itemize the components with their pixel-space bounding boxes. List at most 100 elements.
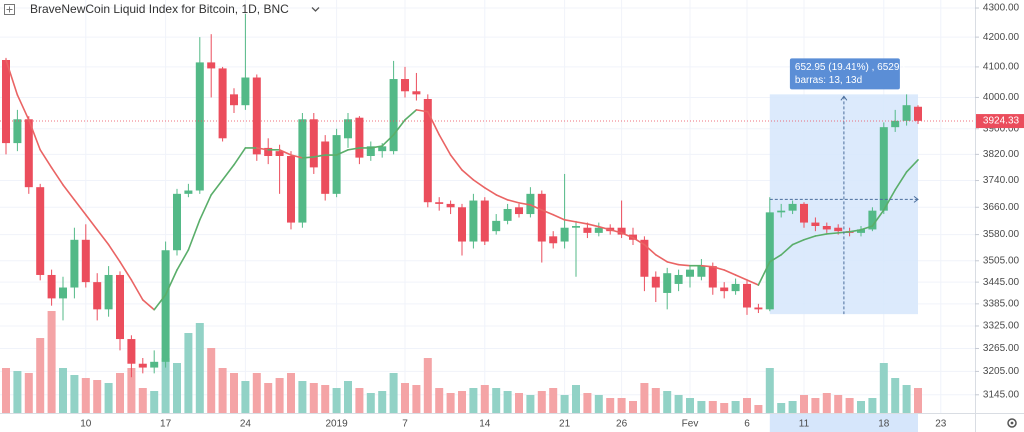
y-tick-label: 3325.00 [983, 321, 1020, 332]
volume-bar [765, 368, 774, 413]
candle-body [412, 91, 421, 95]
volume-bar [93, 380, 102, 413]
candle-body [469, 200, 478, 242]
volume-bar [606, 398, 615, 413]
ma-line [153, 293, 167, 311]
ma-line [130, 279, 144, 301]
ma-line [16, 94, 30, 121]
candle-body [138, 363, 147, 368]
measure-tooltip [789, 58, 900, 90]
candle-body [309, 119, 318, 168]
candle-body [104, 274, 113, 310]
ma-line [187, 219, 201, 251]
candle-body [834, 227, 843, 232]
ma-line [484, 187, 497, 196]
ma-line [734, 274, 748, 281]
ma-line [826, 232, 839, 235]
candle-body [355, 117, 364, 158]
y-tick-label: 3660.00 [983, 202, 1020, 213]
ma-line [586, 223, 600, 228]
volume-bar [617, 398, 626, 413]
volume-bar [458, 391, 466, 413]
volume-bar [891, 378, 900, 413]
candle-body [663, 273, 672, 293]
candle-body [389, 79, 398, 152]
candle-body [127, 339, 136, 364]
ma-line [780, 243, 794, 256]
candle-body [914, 106, 922, 121]
ma-line [392, 119, 406, 136]
candle-body [195, 62, 204, 191]
candle-body [207, 62, 216, 69]
title-dropdown[interactable] [311, 7, 320, 12]
ma-line [552, 213, 566, 221]
ma-line [894, 171, 908, 191]
volume-bar [298, 381, 307, 413]
candle-body [560, 227, 569, 242]
ma-line [404, 109, 418, 121]
candle-body [184, 190, 193, 194]
candle-body [800, 203, 808, 223]
volume-bar [47, 311, 56, 413]
ma-line [541, 209, 554, 216]
candle-body [93, 282, 102, 310]
ma-line [62, 184, 76, 201]
ma-line [381, 133, 395, 147]
candle-body [287, 155, 295, 223]
ma-line [176, 249, 190, 271]
volume-bar [731, 401, 740, 413]
ma-line [39, 149, 53, 169]
x-tick-label: 26 [616, 419, 628, 430]
ma-line [427, 110, 440, 136]
candle-body [378, 146, 387, 152]
x-tick-label: 21 [559, 419, 571, 430]
candle-body [366, 146, 375, 156]
volume-bar [811, 398, 820, 413]
volume-bar [822, 393, 831, 413]
candle-body [857, 229, 865, 233]
ma-line [438, 133, 452, 156]
ma-line [563, 219, 577, 223]
measure-axis-range [769, 414, 918, 432]
candle-body [765, 212, 774, 310]
candle-body [458, 207, 466, 242]
volume-bar [480, 385, 489, 413]
ma-line [495, 194, 509, 201]
ma-line [415, 109, 429, 113]
volume-bar [218, 368, 227, 413]
candle-body [59, 287, 67, 299]
candle-body [252, 77, 261, 155]
ma-line [518, 202, 532, 206]
volume-bar [241, 381, 250, 413]
ma-line [609, 228, 623, 234]
settings-icon[interactable] [1007, 418, 1017, 428]
volume-bar [36, 338, 45, 413]
candle-body [401, 79, 409, 92]
candle-body [811, 222, 820, 226]
volume-bar [150, 391, 159, 413]
volume-bar [549, 388, 558, 413]
y-tick-label: 3505.00 [983, 255, 1020, 266]
volume-bar [902, 385, 911, 413]
ma-line [290, 154, 304, 159]
volume-bar [537, 391, 546, 413]
ma-line [28, 119, 41, 151]
header: BraveNewCoin Liquid Index for Bitcoin, 1… [4, 2, 320, 16]
volume-bar [2, 368, 10, 413]
volume-bar [332, 388, 341, 413]
volume-bar [13, 371, 22, 413]
volume-bar [401, 383, 409, 413]
volume-bar [70, 375, 79, 413]
volume-bar [24, 373, 33, 413]
volume-bar [572, 385, 580, 413]
volume-bar [446, 393, 455, 413]
ma-line [769, 253, 782, 263]
ma-line [370, 145, 383, 149]
ma-line [119, 261, 133, 281]
volume-bar [287, 373, 295, 413]
volume-bar [583, 393, 592, 413]
ma-line [347, 147, 361, 151]
ma-line [712, 265, 725, 271]
y-tick-label: 3145.00 [983, 389, 1020, 400]
volume-bar [743, 398, 751, 413]
